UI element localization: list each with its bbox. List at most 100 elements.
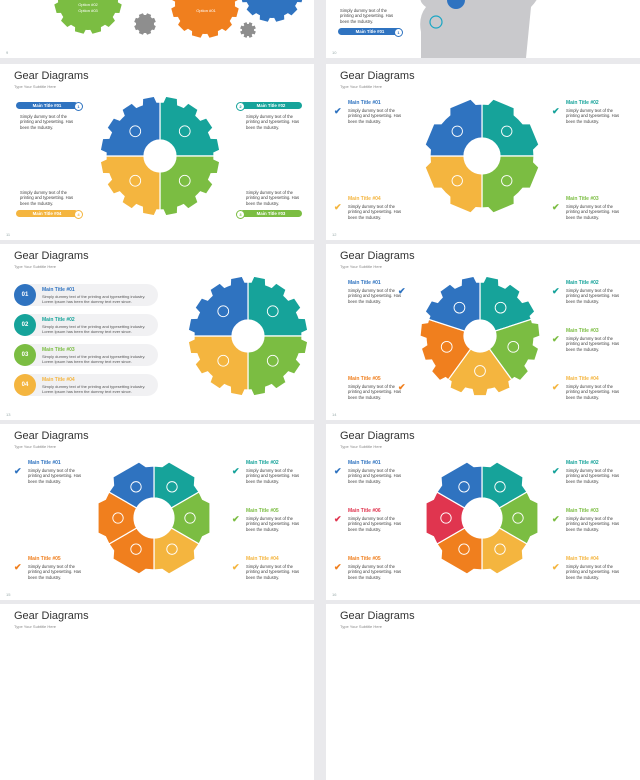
check-icon: ✔: [552, 106, 560, 116]
item-title: Main Title #01: [348, 100, 381, 106]
item-title: Main Title #01: [28, 460, 61, 466]
segment-icon: [217, 354, 230, 367]
page-title: Gear Diagrams: [14, 430, 89, 442]
text-block: Simply dummy text of the printing and ty…: [566, 108, 620, 124]
number-badge: 1: [394, 28, 403, 37]
slide-17[interactable]: Gear Diagrams Type Your Subtitle Here: [0, 604, 314, 780]
slide-top-left[interactable]: Option #02 Option #03 Option #01 9: [0, 0, 314, 58]
check-icon: ✔: [14, 562, 22, 572]
text-block: Simply dummy text of the printing and ty…: [348, 108, 402, 124]
title-pill[interactable]: Main Title #02: [240, 102, 302, 109]
slide-18[interactable]: Gear Diagrams Type Your Subtitle Here: [326, 604, 640, 780]
page-subtitle: Type Your Subtitle Here: [14, 264, 57, 269]
text-block: Simply dummy text of the printing and ty…: [348, 204, 402, 220]
title-pill[interactable]: Main Title #01: [16, 102, 78, 109]
text-block: Simply dummy text of the printing and ty…: [566, 516, 620, 532]
text-block: Simply dummy text of the printing and ty…: [42, 294, 146, 304]
item-title: Main Title #02: [246, 460, 279, 466]
check-icon: ✔: [552, 286, 560, 296]
text-block: Simply dummy text of the printing and ty…: [566, 564, 620, 580]
gear-diagram: [419, 275, 541, 397]
segment-icon: [178, 125, 191, 138]
check-icon: ✔: [334, 202, 342, 212]
segment-icon: [458, 543, 470, 555]
page-number: 15: [6, 592, 11, 597]
page-subtitle: Type Your Subtitle Here: [340, 264, 383, 269]
segment-icon: [129, 125, 142, 138]
page-number: 12: [332, 232, 337, 237]
title-pill[interactable]: Main Title #04: [16, 210, 78, 217]
item-title: Main Title #04: [246, 556, 279, 562]
segment-icon: [474, 365, 486, 377]
segment-icon: [129, 174, 142, 187]
slide-top-right[interactable]: Simply dummy text of the printing and ty…: [326, 0, 640, 58]
segment-icon: [451, 175, 463, 187]
page-title: Gear Diagrams: [340, 250, 415, 262]
slide-11[interactable]: Gear Diagrams Type Your Subtitle Here Ma…: [0, 64, 314, 240]
text-block: Simply dummy text of the printing and ty…: [246, 190, 300, 206]
segment-icon: [166, 481, 178, 493]
gear-hole: [464, 138, 500, 174]
segment-icon: [112, 512, 124, 524]
list-item[interactable]: 03 Main Title #03 Simply dummy text of t…: [14, 344, 158, 366]
page-subtitle: Type Your Subtitle Here: [340, 444, 383, 449]
page-number: 13: [6, 412, 11, 417]
item-title: Main Title #01: [348, 460, 381, 466]
segment-icon: [451, 125, 463, 137]
item-title: Main Title #03: [42, 347, 75, 353]
item-title: Main Title #03: [566, 196, 599, 202]
segment-icon: [507, 340, 520, 353]
slide-14[interactable]: Gear Diagrams Type Your Subtitle Here Ma…: [326, 244, 640, 420]
option-label: Option #01: [196, 8, 216, 13]
puzzle-gear-diagram: [97, 461, 211, 575]
text-block: Simply dummy text of the printing and ty…: [246, 114, 300, 130]
list-item[interactable]: 04 Main Title #04 Simply dummy text of t…: [14, 374, 158, 396]
check-icon: ✔: [334, 106, 342, 116]
title-pill[interactable]: Main Title #03: [240, 210, 302, 217]
segment-icon: [440, 340, 453, 353]
check-icon: ✔: [398, 286, 406, 296]
gear-hole: [134, 498, 174, 538]
gear-hole: [462, 498, 502, 538]
page-subtitle: Type Your Subtitle Here: [340, 84, 383, 89]
item-title: Main Title #01: [348, 280, 381, 286]
number-badge: 3: [236, 210, 245, 219]
segment-icon: [453, 301, 466, 314]
page-title: Gear Diagrams: [340, 70, 415, 82]
segment-icon: [266, 305, 279, 318]
slide-15[interactable]: Gear Diagrams Type Your Subtitle Here ✔ …: [0, 424, 314, 600]
check-icon: ✔: [14, 466, 22, 476]
page-title: Gear Diagrams: [14, 250, 89, 262]
gears-illustration: [54, 0, 303, 38]
item-title: Main Title #04: [566, 556, 599, 562]
number-badge: 1: [74, 102, 83, 111]
item-title: Main Title #01: [42, 287, 75, 293]
puzzle-gear-diagram: [424, 98, 540, 214]
slide-13[interactable]: Gear Diagrams Type Your Subtitle Here 01…: [0, 244, 314, 420]
check-icon: ✔: [334, 466, 342, 476]
gear-shape: [134, 13, 156, 35]
text-block: Simply dummy text of the printing and ty…: [246, 468, 300, 484]
item-title: Main Title #02: [566, 280, 599, 286]
segment-icon: [130, 543, 142, 555]
item-title: Main Title #05: [28, 556, 61, 562]
slide-16[interactable]: Gear Diagrams Type Your Subtitle Here ✔ …: [326, 424, 640, 600]
number-badge: 4: [74, 210, 83, 219]
gear-shape: [54, 0, 122, 34]
page-number: 11: [6, 232, 11, 237]
title-pill[interactable]: Main Title #01: [338, 28, 402, 35]
segment-icon: [494, 543, 506, 555]
text-block: Simply dummy text of the printing and ty…: [20, 190, 74, 206]
page-title: Gear Diagrams: [340, 610, 415, 622]
number-badge: 01: [14, 284, 36, 306]
number-badge: 02: [14, 314, 36, 336]
slide-12[interactable]: Gear Diagrams Type Your Subtitle Here ✔ …: [326, 64, 640, 240]
item-title: Main Title #04: [42, 377, 75, 383]
item-title: Main Title #06: [348, 508, 381, 514]
list-item[interactable]: 01 Main Title #01 Simply dummy text of t…: [14, 284, 158, 306]
segment-icon: [494, 301, 507, 314]
list-item[interactable]: 02 Main Title #02 Simply dummy text of t…: [14, 314, 158, 336]
check-icon: ✔: [552, 562, 560, 572]
gear-shape: [241, 0, 303, 22]
